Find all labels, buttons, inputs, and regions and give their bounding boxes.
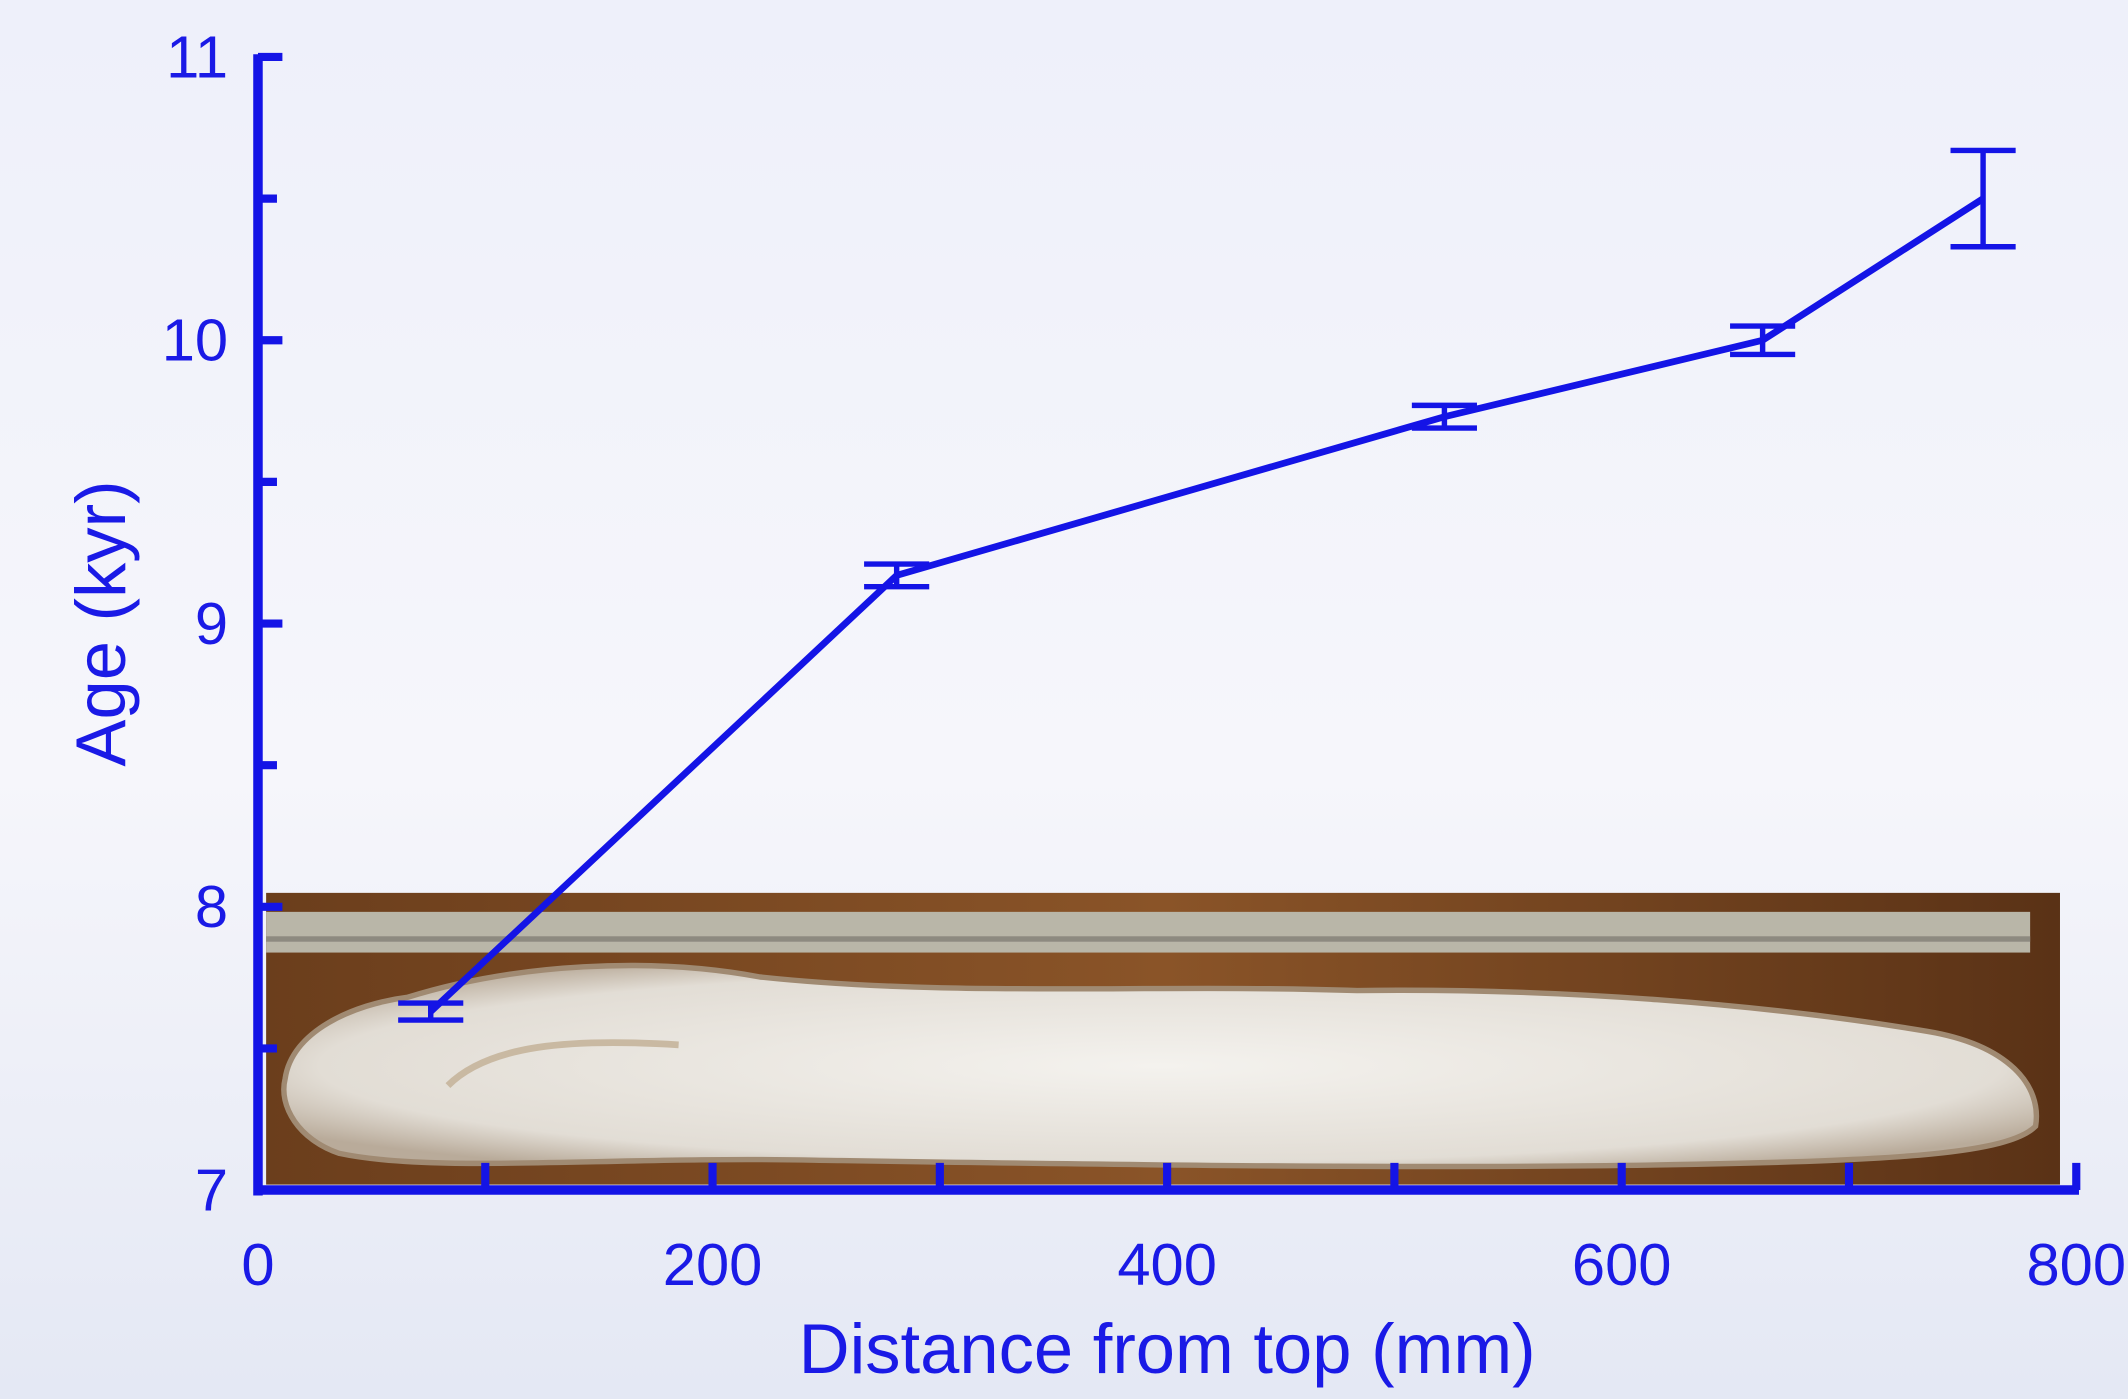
error-bar: [1730, 326, 1795, 354]
data-line: [431, 199, 1983, 1012]
x-tick-label: 400: [1117, 1231, 1217, 1298]
chart: 7 8 9 10 11 0 200 400 600 800 Distance from top (m…: [0, 0, 2128, 1399]
y-tick-label: 7: [195, 1156, 228, 1223]
y-axis-label: Age (kyr): [61, 480, 140, 766]
x-tick-label: 0: [241, 1231, 274, 1298]
y-tick-label: 11: [166, 23, 228, 90]
error-bar: [1951, 150, 2016, 246]
y-tick-label: 10: [162, 307, 228, 374]
x-tick-label: 800: [2026, 1231, 2126, 1298]
x-tick-label: 600: [1572, 1231, 1672, 1298]
page: {"chart_data": {"type": "line", "x_label…: [0, 0, 2128, 1399]
x-tick-label: 200: [663, 1231, 763, 1298]
stalagmite-photo: [266, 893, 2060, 1185]
y-tick-label: 9: [195, 590, 228, 657]
x-axis-label: Distance from top (mm): [799, 1309, 1536, 1388]
y-tick-label: 8: [195, 873, 228, 940]
